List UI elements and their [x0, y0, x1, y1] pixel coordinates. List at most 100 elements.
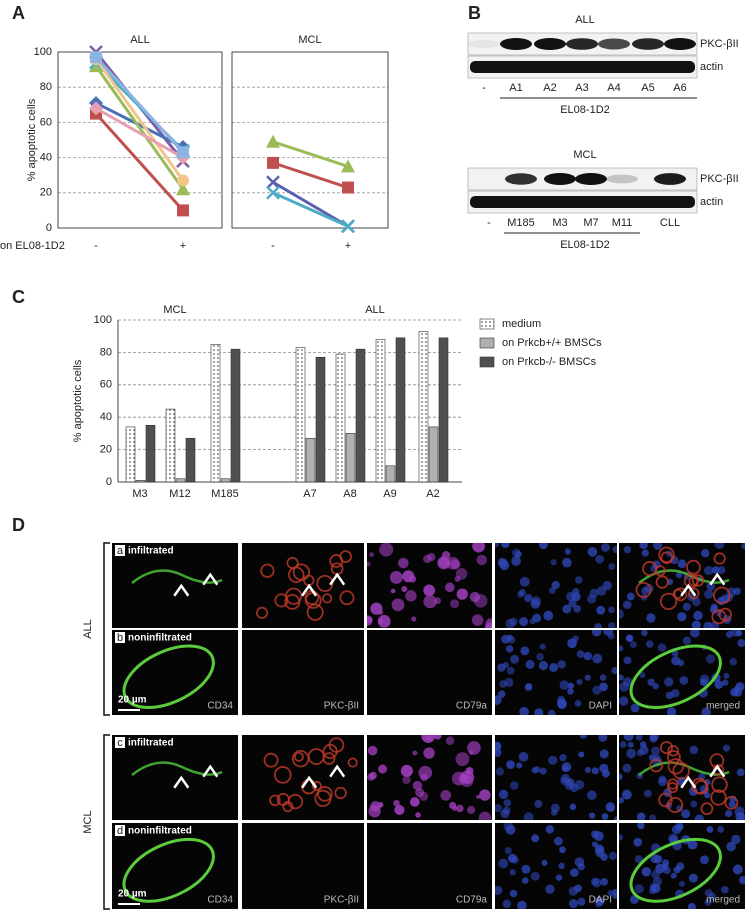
row-label: noninfiltrated: [128, 826, 192, 837]
nucleus: [619, 797, 625, 804]
nucleus: [592, 685, 602, 695]
cell: [367, 745, 378, 756]
cell: [456, 588, 468, 600]
row-letter-box: [115, 825, 125, 836]
nucleus: [536, 653, 544, 661]
series-line: [94, 112, 185, 212]
nucleus: [503, 799, 512, 807]
series-line: [272, 140, 349, 168]
nucleus: [646, 640, 654, 648]
nucleus: [587, 790, 597, 801]
nucleus: [730, 687, 739, 697]
nucleus: [641, 867, 652, 877]
nucleus: [601, 543, 610, 552]
cell: [423, 747, 435, 759]
blot-title: ALL: [575, 14, 595, 26]
arrowhead: [173, 775, 190, 789]
nucleus: [539, 543, 548, 550]
cell: [389, 570, 403, 584]
nucleus: [605, 802, 616, 812]
nucleus: [519, 706, 529, 715]
x-tick-label: -: [94, 240, 98, 252]
nucleus: [630, 703, 640, 713]
channel-label: merged: [706, 701, 740, 712]
nucleus: [612, 545, 617, 554]
nucleus: [568, 899, 578, 909]
nucleus: [539, 643, 546, 650]
cell: [269, 794, 281, 807]
y-axis-label: % apoptotic cells: [72, 359, 84, 442]
nucleus: [495, 804, 502, 813]
legend-swatch: [479, 337, 495, 349]
vessel: [131, 569, 223, 584]
cell: [423, 594, 437, 609]
band-label: actin: [700, 196, 723, 208]
cell: [710, 789, 727, 806]
cell: [455, 752, 470, 767]
nucleus: [509, 889, 518, 898]
nucleus: [721, 885, 729, 894]
bar: [175, 478, 186, 483]
lane-label: A3: [575, 82, 588, 94]
nucleus: [562, 557, 572, 568]
y-tick-label: 40: [40, 152, 52, 164]
nucleus: [567, 682, 575, 689]
cell: [445, 582, 455, 593]
bar: [355, 348, 366, 483]
cell: [390, 588, 396, 594]
arrowhead: [709, 572, 726, 586]
nucleus: [607, 889, 614, 897]
arrowhead: [709, 764, 726, 778]
cell: [467, 805, 476, 815]
bar: [305, 437, 316, 483]
cell: [306, 603, 324, 621]
series-line: [94, 56, 185, 154]
cell: [472, 543, 486, 553]
nucleus: [705, 654, 716, 664]
nucleus: [564, 548, 571, 555]
arrowhead: [680, 583, 697, 597]
nucleus: [551, 580, 560, 590]
nucleus: [627, 741, 634, 748]
nucleus: [501, 543, 510, 549]
channel-label: CD79a: [456, 701, 488, 712]
cell: [452, 805, 458, 811]
nucleus: [566, 591, 576, 602]
arrowhead: [301, 775, 318, 789]
cell: [402, 775, 411, 785]
y-tick-label: 60: [40, 116, 52, 128]
nucleus: [512, 548, 521, 558]
row-letter-box: [115, 545, 125, 556]
bar: [125, 426, 136, 483]
nucleus: [592, 653, 603, 664]
marker: [341, 219, 355, 234]
nucleus: [578, 751, 585, 758]
nucleus: [495, 543, 500, 548]
nucleus: [608, 606, 615, 614]
cell: [658, 792, 673, 808]
x-tick-label: M185: [211, 488, 239, 500]
band: [575, 173, 607, 185]
cell: [666, 750, 681, 764]
cell: [455, 568, 468, 580]
cell: [415, 812, 421, 818]
nucleus: [736, 768, 745, 777]
marker: [176, 182, 190, 196]
nucleus: [735, 630, 743, 637]
row-letter: c: [117, 737, 123, 749]
nucleus: [550, 559, 557, 566]
nucleus: [534, 799, 543, 808]
nucleus: [643, 789, 652, 798]
cell: [378, 764, 388, 774]
nucleus: [503, 823, 513, 831]
cell: [467, 741, 481, 755]
bar: [438, 337, 449, 483]
micrograph: [242, 735, 364, 820]
y-tick-label: 80: [40, 81, 52, 93]
nucleus: [531, 834, 540, 843]
nucleus: [639, 741, 647, 748]
micrograph-content: [122, 837, 215, 903]
nucleus: [711, 566, 720, 574]
cell: [473, 594, 488, 608]
cell: [391, 598, 405, 612]
